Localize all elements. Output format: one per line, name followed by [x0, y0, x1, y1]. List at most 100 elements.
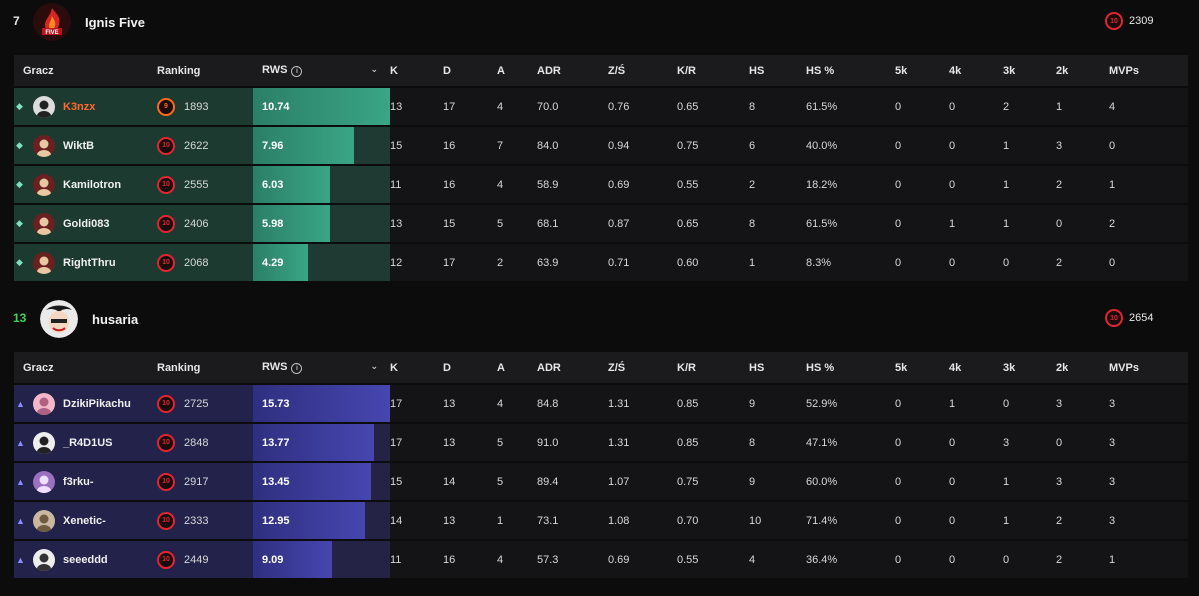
info-icon[interactable]: i — [291, 66, 303, 77]
col-player[interactable]: Gracz — [14, 55, 157, 86]
col-d[interactable]: D — [443, 55, 497, 86]
col-4k[interactable]: 4k — [949, 352, 1003, 383]
col-adr[interactable]: ADR — [537, 352, 608, 383]
col-mvps[interactable]: MVPs — [1109, 55, 1188, 86]
col-hsp[interactable]: HS % — [806, 352, 895, 383]
rws-bar — [253, 205, 330, 242]
player-name[interactable]: Kamilotron — [63, 178, 122, 191]
avatar[interactable] — [33, 134, 55, 157]
player-name[interactable]: _R4D1US — [63, 436, 113, 449]
col-mvps[interactable]: MVPs — [1109, 352, 1188, 383]
avatar[interactable] — [33, 431, 55, 454]
col-adr[interactable]: ADR — [537, 55, 608, 86]
col-5k[interactable]: 5k — [895, 352, 949, 383]
table-row[interactable]: ◆ K3nzx 9 1893 10.74 13 17 4 70.0 0.76 0… — [14, 88, 1188, 125]
col-5k[interactable]: 5k — [895, 55, 949, 86]
chevron-down-icon[interactable]: ⌄ — [370, 64, 378, 74]
headshot-percent: 18.2% — [806, 166, 895, 203]
col-ranking[interactable]: Ranking — [157, 55, 253, 86]
col-a[interactable]: A — [497, 55, 537, 86]
col-k[interactable]: K — [390, 55, 443, 86]
table-row[interactable]: ◆ WiktB 10 2622 7.96 15 16 7 84.0 0.94 0… — [14, 127, 1188, 164]
player-cell[interactable]: ▲ Xenetic- — [14, 502, 157, 539]
player-cell[interactable]: ▲ DzikiPikachu — [14, 385, 157, 422]
player-cell[interactable]: ▲ _R4D1US — [14, 424, 157, 461]
chevron-down-icon[interactable]: ⌄ — [370, 361, 378, 371]
col-kr[interactable]: K/R — [677, 352, 749, 383]
col-k[interactable]: K — [390, 352, 443, 383]
avatar[interactable] — [33, 95, 55, 118]
kills: 17 — [390, 385, 443, 422]
husaria-logo[interactable] — [40, 300, 78, 338]
five-kills: 0 — [895, 88, 949, 125]
assists: 2 — [497, 244, 537, 281]
player-cell[interactable]: ▲ f3rku- — [14, 463, 157, 500]
player-name[interactable]: WiktB — [63, 139, 95, 152]
avatar[interactable] — [33, 173, 55, 196]
player-cell[interactable]: ◆ RightThru — [14, 244, 157, 281]
col-hs[interactable]: HS — [749, 55, 806, 86]
table-row[interactable]: ▲ _R4D1US 10 2848 13.77 17 13 5 91.0 1.3… — [14, 424, 1188, 461]
player-name[interactable]: Xenetic- — [63, 514, 106, 527]
team-name[interactable]: husaria — [92, 312, 139, 327]
col-hsp[interactable]: HS % — [806, 55, 895, 86]
player-name[interactable]: f3rku- — [63, 475, 94, 488]
four-kills: 0 — [949, 88, 1003, 125]
col-a[interactable]: A — [497, 352, 537, 383]
col-2k[interactable]: 2k — [1056, 55, 1109, 86]
col-hs[interactable]: HS — [749, 352, 806, 383]
col-rws[interactable]: RWS i ⌄ — [253, 55, 390, 86]
fire-five-logo[interactable]: FIVE — [33, 3, 71, 41]
team-name[interactable]: Ignis Five — [85, 15, 145, 30]
col-2k[interactable]: 2k — [1056, 352, 1109, 383]
deaths: 16 — [443, 166, 497, 203]
col-zs[interactable]: Z/Ś — [608, 55, 677, 86]
avatar[interactable] — [33, 251, 55, 274]
deaths: 17 — [443, 88, 497, 125]
avatar[interactable] — [33, 212, 55, 235]
table-row[interactable]: ▲ DzikiPikachu 10 2725 15.73 17 13 4 84.… — [14, 385, 1188, 422]
col-rws[interactable]: RWS i ⌄ — [253, 352, 390, 383]
avatar[interactable] — [33, 470, 55, 493]
table-row[interactable]: ◆ Kamilotron 10 2555 6.03 11 16 4 58.9 0… — [14, 166, 1188, 203]
player-name[interactable]: K3nzx — [63, 100, 96, 113]
five-kills: 0 — [895, 502, 949, 539]
table-row[interactable]: ◆ Goldi083 10 2406 5.98 13 15 5 68.1 0.8… — [14, 205, 1188, 242]
table-row[interactable]: ▲ seeeddd 10 2449 9.09 11 16 4 57.3 0.69… — [14, 541, 1188, 578]
assists: 4 — [497, 385, 537, 422]
col-4k[interactable]: 4k — [949, 55, 1003, 86]
col-ranking[interactable]: Ranking — [157, 352, 253, 383]
kr-ratio: 0.85 — [677, 385, 749, 422]
col-3k[interactable]: 3k — [1003, 352, 1056, 383]
team-2-stats-table: Gracz Ranking RWS i ⌄ K D A ADR Z/Ś K/R HS… — [14, 350, 1188, 580]
table-row[interactable]: ▲ Xenetic- 10 2333 12.95 14 13 1 73.1 1.… — [14, 502, 1188, 539]
kd-ratio: 0.87 — [608, 205, 677, 242]
kills: 11 — [390, 166, 443, 203]
avatar[interactable] — [33, 392, 55, 415]
kr-ratio: 0.55 — [677, 541, 749, 578]
col-d[interactable]: D — [443, 352, 497, 383]
col-zs[interactable]: Z/Ś — [608, 352, 677, 383]
col-kr[interactable]: K/R — [677, 55, 749, 86]
player-cell[interactable]: ▲ seeeddd — [14, 541, 157, 578]
table-row[interactable]: ▲ f3rku- 10 2917 13.45 15 14 5 89.4 1.07… — [14, 463, 1188, 500]
player-cell[interactable]: ◆ Kamilotron — [14, 166, 157, 203]
player-cell[interactable]: ◆ K3nzx — [14, 88, 157, 125]
table-row[interactable]: ◆ RightThru 10 2068 4.29 12 17 2 63.9 0.… — [14, 244, 1188, 281]
player-elo: 2068 — [184, 256, 209, 269]
rws-cell: 9.09 — [253, 541, 390, 578]
player-name[interactable]: Goldi083 — [63, 217, 110, 230]
player-name[interactable]: seeeddd — [63, 553, 108, 566]
rws-bar — [253, 88, 390, 125]
col-player[interactable]: Gracz — [14, 352, 157, 383]
avatar[interactable] — [33, 509, 55, 532]
player-cell[interactable]: ◆ Goldi083 — [14, 205, 157, 242]
col-3k[interactable]: 3k — [1003, 55, 1056, 86]
player-name[interactable]: DzikiPikachu — [63, 397, 131, 410]
player-cell[interactable]: ◆ WiktB — [14, 127, 157, 164]
ranking-cell: 10 2725 — [157, 385, 253, 422]
player-name[interactable]: RightThru — [63, 256, 116, 269]
ranking-cell: 10 2917 — [157, 463, 253, 500]
info-icon[interactable]: i — [291, 363, 303, 374]
avatar[interactable] — [33, 548, 55, 571]
